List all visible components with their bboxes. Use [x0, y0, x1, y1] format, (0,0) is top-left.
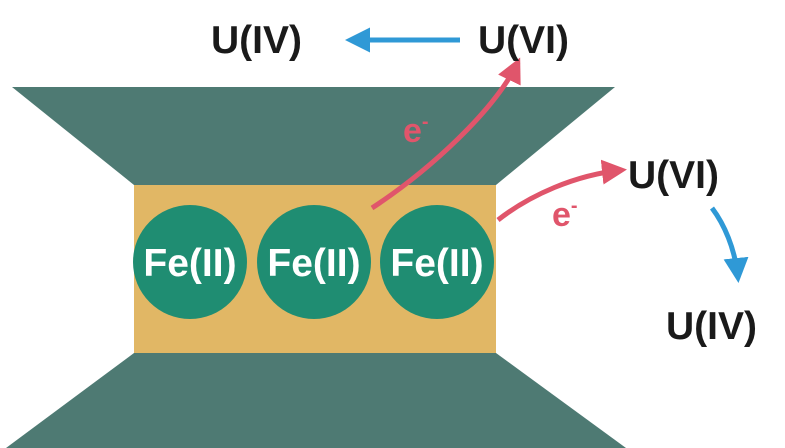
top-layer [12, 87, 615, 185]
fe-circle-1 [133, 205, 247, 319]
top-uvi-label: U(VI) [478, 19, 569, 62]
reduction-arrow-right [709, 206, 749, 283]
fe-label-2: Fe(II) [267, 242, 360, 285]
top-uiv-label: U(IV) [211, 19, 302, 62]
electron-arrow-up [370, 57, 521, 211]
electron-label-2: e- [552, 195, 578, 234]
right-uvi-label: U(VI) [628, 154, 719, 197]
electron-arrow-right [496, 159, 627, 222]
bottom-layer [6, 353, 626, 448]
electron-label-1: e- [403, 111, 429, 150]
right-uiv-label: U(IV) [666, 305, 757, 348]
fe-circle-2 [257, 205, 371, 319]
fe-label-3: Fe(II) [390, 242, 483, 285]
fe-label-1: Fe(II) [143, 242, 236, 285]
fe-circle-3 [380, 205, 494, 319]
